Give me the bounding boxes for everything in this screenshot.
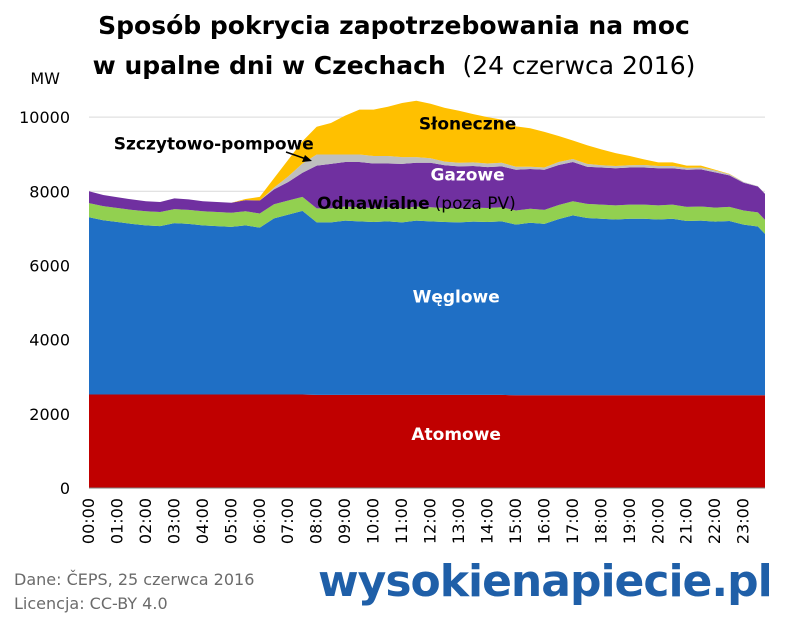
chart-title-line2-date: (24 czerwca 2016) <box>462 51 695 80</box>
y-tick-4000: 4000 <box>29 331 70 350</box>
x-tick-4: 04:00 <box>193 498 212 544</box>
publisher-logo[interactable]: wysokienapiecie.pl <box>318 556 773 607</box>
series-label-note-2: (poza PV) <box>435 194 516 214</box>
stacked-areas <box>89 100 765 489</box>
series-label-name-2: Odnawialne <box>317 194 430 214</box>
x-tick-0: 00:00 <box>79 498 98 544</box>
series-label-2: Odnawialne (poza PV) <box>317 194 516 214</box>
chart-title-line2-bold: w upalne dni w Czechach <box>93 51 446 80</box>
area-series-4 <box>89 154 765 203</box>
x-tick-22: 22:00 <box>705 498 724 544</box>
chart-title-line1: Sposób pokrycia zapotrzebowania na moc <box>98 11 690 40</box>
x-tick-9: 09:00 <box>335 498 354 544</box>
x-tick-14: 14:00 <box>477 498 496 544</box>
x-axis-ticks: 00:00 01:00 02:00 03:00 04:00 05:00 06:00 07:00… <box>79 498 753 544</box>
x-tick-7: 07:00 <box>278 498 297 544</box>
area-series-1 <box>89 210 765 396</box>
series-label-5: Słoneczne <box>419 114 516 134</box>
x-tick-13: 13:00 <box>449 498 468 544</box>
data-source: Dane: ČEPS, 25 czerwca 2016 <box>14 570 255 589</box>
series-labels: Atomowe Węglowe Odnawialne (poza PV) Gazowe S… <box>114 114 517 444</box>
x-tick-1: 01:00 <box>107 498 126 544</box>
series-label-1: Węglowe <box>413 288 500 308</box>
x-tick-20: 20:00 <box>648 498 667 544</box>
x-tick-5: 05:00 <box>221 498 240 544</box>
y-tick-10000: 10000 <box>19 108 70 127</box>
area-series-0 <box>89 394 765 488</box>
pumped-storage-arrow <box>285 151 312 162</box>
area-series-3 <box>89 161 765 220</box>
x-tick-23: 23:00 <box>734 498 753 544</box>
series-label-0: Atomowe <box>411 425 501 445</box>
x-tick-10: 10:00 <box>364 498 383 544</box>
chart-title-line2: w upalne dni w Czechach (24 czerwca 2016… <box>93 51 696 80</box>
x-tick-8: 08:00 <box>307 498 326 544</box>
series-label-name-4: Szczytowo-pompowe <box>114 134 314 154</box>
series-label-name-0: Atomowe <box>411 425 501 445</box>
y-tick-6000: 6000 <box>29 256 70 275</box>
y-axis-ticks: 0 2000 4000 6000 8000 10000 <box>19 108 70 498</box>
x-tick-11: 11:00 <box>392 498 411 544</box>
x-tick-16: 16:00 <box>534 498 553 544</box>
area-series-2 <box>89 196 765 234</box>
x-tick-6: 06:00 <box>250 498 269 544</box>
y-tick-2000: 2000 <box>29 405 70 424</box>
y-tick-0: 0 <box>60 479 70 498</box>
series-label-4: Szczytowo-pompowe <box>114 134 314 154</box>
series-label-3: Gazowe <box>430 166 504 186</box>
x-tick-17: 17:00 <box>563 498 582 544</box>
x-tick-3: 03:00 <box>164 498 183 544</box>
series-label-name-3: Gazowe <box>430 166 504 186</box>
series-label-name-5: Słoneczne <box>419 114 516 134</box>
area-series-5 <box>89 100 765 203</box>
x-tick-18: 18:00 <box>591 498 610 544</box>
series-label-name-1: Węglowe <box>413 288 500 308</box>
license-note: Licencja: CC-BY 4.0 <box>14 594 168 613</box>
y-tick-8000: 8000 <box>29 182 70 201</box>
x-tick-12: 12:00 <box>421 498 440 544</box>
x-tick-21: 21:00 <box>677 498 696 544</box>
x-tick-15: 15:00 <box>506 498 525 544</box>
y-axis-label: MW <box>30 69 60 88</box>
x-tick-19: 19:00 <box>620 498 639 544</box>
x-tick-2: 02:00 <box>136 498 155 544</box>
